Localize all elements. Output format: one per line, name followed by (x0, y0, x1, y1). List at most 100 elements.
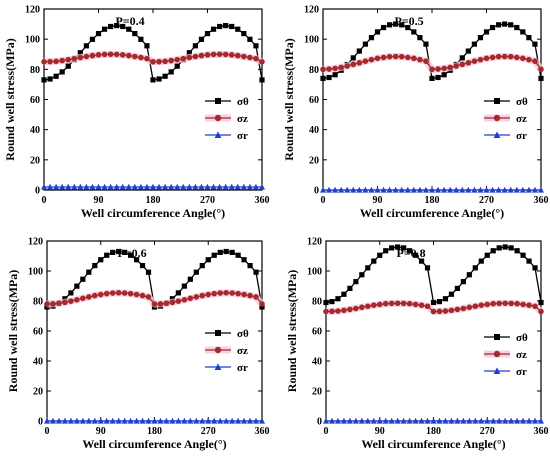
series-2 (41, 50, 265, 66)
plot-frame (322, 8, 542, 191)
data-point (418, 417, 425, 424)
legend-marker (493, 114, 501, 122)
data-point (107, 183, 114, 190)
data-point (41, 77, 47, 83)
data-point (326, 74, 332, 81)
y-tick-label: 80 (30, 65, 40, 76)
data-point (364, 417, 371, 424)
data-point (259, 417, 265, 424)
data-point (514, 417, 521, 424)
data-point (119, 183, 126, 190)
data-point (442, 296, 449, 302)
data-point (211, 417, 218, 424)
data-point (229, 23, 235, 30)
data-point (80, 295, 86, 302)
data-point (122, 249, 128, 255)
y-tick-label: 20 (33, 387, 43, 398)
data-point (477, 186, 484, 193)
data-point (163, 417, 170, 424)
data-point (246, 183, 253, 190)
data-point (338, 186, 345, 193)
data-point (144, 55, 150, 62)
data-point (259, 304, 265, 310)
data-point (484, 252, 490, 258)
data-point (77, 54, 84, 61)
legend-label: σr (516, 366, 527, 378)
data-point (507, 53, 514, 60)
data-point (186, 54, 193, 61)
data-point (187, 276, 193, 282)
data-point (395, 244, 401, 250)
data-point (525, 186, 532, 193)
data-point (380, 186, 387, 193)
x-tick-label: 360 (534, 195, 549, 206)
data-point (404, 186, 411, 193)
chart-panel-1: 0 20 40 60 80 100 120 0 90 180 270 360 Well circumfe… (3, 5, 270, 221)
data-point (496, 22, 502, 28)
y-tick-label: 0 (317, 417, 322, 428)
data-point (86, 269, 92, 275)
data-point (532, 417, 539, 424)
x-tick-label: 270 (480, 426, 495, 437)
data-point (392, 53, 399, 60)
data-point (91, 417, 98, 424)
data-point (259, 301, 265, 307)
data-point (204, 52, 211, 58)
data-point (430, 417, 437, 424)
legend: σθ σz σr (484, 96, 528, 142)
data-point (139, 292, 146, 299)
data-point (71, 55, 78, 62)
data-point (507, 186, 514, 193)
data-point (394, 300, 401, 307)
data-point (400, 300, 407, 307)
data-point (320, 66, 326, 73)
data-point (466, 272, 472, 278)
data-point (41, 183, 47, 190)
data-point (235, 26, 241, 32)
legend-label: σθ (237, 96, 249, 108)
chart-panel-4: 0 20 40 60 80 100 120 0 90 180 270 360 Well circumfe… (285, 237, 549, 452)
y-tick-label: 120 (25, 5, 40, 16)
data-point (441, 65, 447, 72)
data-point (362, 41, 368, 47)
data-point (429, 66, 435, 73)
data-point (56, 300, 62, 307)
chart-panel-2: 0 20 40 60 80 100 120 0 90 180 270 360 Well circumfe… (282, 5, 549, 221)
data-point (526, 417, 533, 424)
data-point (489, 54, 496, 61)
legend-label: σr (516, 130, 527, 142)
data-point (424, 417, 431, 424)
data-point (377, 252, 383, 258)
data-point (347, 306, 353, 313)
data-point (186, 183, 193, 190)
data-point (382, 300, 389, 307)
data-point (323, 299, 329, 306)
data-point (103, 417, 110, 424)
data-point (520, 55, 526, 62)
data-point (508, 417, 515, 424)
data-point (392, 186, 399, 193)
data-point (253, 269, 259, 275)
data-point (229, 417, 236, 424)
y-tick-label: 40 (309, 125, 319, 136)
data-point (127, 290, 134, 297)
data-point (132, 30, 138, 37)
data-point (460, 305, 467, 312)
data-point (326, 186, 333, 193)
data-point (471, 186, 478, 193)
data-point (359, 272, 365, 278)
data-point (508, 22, 514, 28)
y-tick-label: 20 (30, 155, 40, 166)
data-point (186, 50, 192, 56)
data-point (519, 186, 526, 193)
data-point (388, 300, 395, 307)
data-point (513, 54, 520, 61)
data-point (133, 417, 140, 424)
data-point (501, 53, 508, 60)
data-point (430, 308, 437, 315)
data-point (538, 299, 544, 306)
data-point (139, 263, 146, 269)
data-point (526, 258, 532, 264)
data-point (145, 269, 152, 275)
data-point (471, 58, 478, 64)
